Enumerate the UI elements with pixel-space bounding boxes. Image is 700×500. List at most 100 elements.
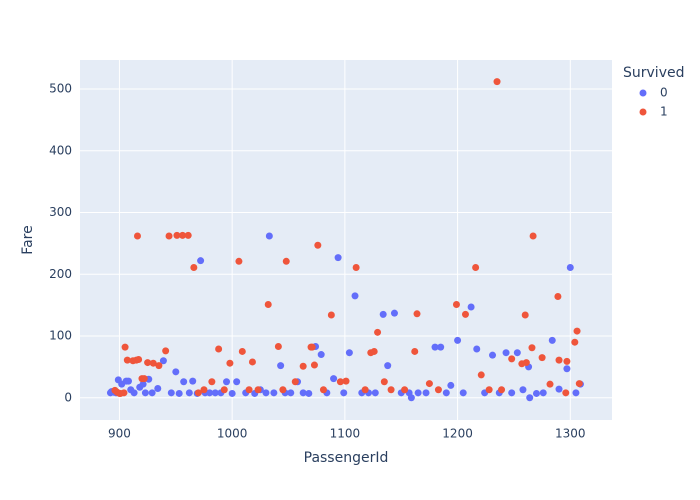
point bbox=[521, 311, 529, 319]
point bbox=[539, 389, 547, 397]
point bbox=[308, 343, 316, 351]
point bbox=[370, 347, 378, 355]
point bbox=[223, 378, 231, 386]
point bbox=[235, 257, 243, 265]
point bbox=[447, 381, 455, 389]
y-tick-label: 300 bbox=[49, 205, 72, 219]
point bbox=[452, 301, 460, 309]
point bbox=[351, 292, 359, 300]
point bbox=[528, 344, 536, 352]
point bbox=[226, 359, 234, 367]
point bbox=[566, 263, 574, 271]
point bbox=[162, 347, 170, 355]
point bbox=[185, 389, 193, 397]
point bbox=[437, 343, 445, 351]
point bbox=[508, 355, 516, 363]
x-tick-label: 1200 bbox=[442, 427, 473, 441]
y-tick-label: 200 bbox=[49, 267, 72, 281]
point bbox=[526, 394, 534, 402]
point bbox=[454, 336, 462, 344]
legend-title: Survived bbox=[623, 65, 684, 81]
point bbox=[189, 377, 197, 385]
point bbox=[238, 347, 246, 355]
point bbox=[270, 389, 278, 397]
grid bbox=[80, 60, 612, 420]
point bbox=[498, 386, 506, 394]
point bbox=[265, 232, 273, 240]
point bbox=[228, 389, 236, 397]
point bbox=[154, 385, 162, 393]
point bbox=[148, 389, 156, 397]
point bbox=[575, 380, 583, 388]
point bbox=[532, 389, 540, 397]
point bbox=[345, 349, 353, 357]
point bbox=[165, 232, 173, 240]
y-tick-label: 100 bbox=[49, 329, 72, 343]
x-tick-label: 900 bbox=[108, 427, 131, 441]
point bbox=[361, 386, 369, 394]
point bbox=[538, 354, 546, 362]
point bbox=[434, 386, 442, 394]
point bbox=[245, 386, 253, 394]
point bbox=[123, 356, 131, 364]
point bbox=[374, 328, 382, 336]
point bbox=[425, 380, 433, 388]
point bbox=[287, 389, 295, 397]
point bbox=[135, 355, 143, 363]
legend-label: 0 bbox=[660, 86, 668, 100]
point bbox=[562, 389, 570, 397]
point bbox=[340, 389, 348, 397]
point bbox=[175, 389, 183, 397]
point bbox=[139, 380, 147, 388]
point bbox=[159, 357, 167, 365]
point bbox=[371, 389, 379, 397]
point bbox=[390, 309, 398, 317]
point bbox=[513, 349, 521, 357]
point bbox=[522, 359, 530, 367]
point bbox=[380, 378, 388, 386]
point bbox=[215, 345, 223, 353]
point bbox=[208, 378, 216, 386]
point bbox=[179, 231, 187, 239]
point bbox=[342, 377, 350, 385]
point bbox=[167, 389, 175, 397]
point bbox=[262, 389, 270, 397]
point bbox=[379, 310, 387, 318]
point bbox=[314, 241, 322, 249]
point bbox=[149, 359, 157, 367]
point bbox=[327, 311, 335, 319]
point bbox=[352, 263, 360, 271]
point bbox=[299, 389, 307, 397]
point bbox=[172, 368, 180, 376]
point bbox=[555, 385, 563, 393]
point bbox=[571, 338, 579, 346]
legend: 01 bbox=[639, 86, 668, 119]
point bbox=[121, 343, 129, 351]
y-tick-label: 0 bbox=[64, 390, 72, 404]
point bbox=[461, 310, 469, 318]
point bbox=[277, 362, 285, 370]
point bbox=[336, 378, 344, 386]
point bbox=[274, 343, 282, 351]
point bbox=[548, 336, 556, 344]
point bbox=[140, 375, 148, 383]
legend-marker bbox=[639, 89, 647, 97]
point bbox=[572, 389, 580, 397]
point bbox=[305, 389, 313, 397]
point bbox=[563, 365, 571, 373]
point bbox=[184, 231, 192, 239]
point bbox=[407, 394, 415, 402]
y-axis-title: Fare bbox=[20, 225, 36, 254]
x-tick-label: 1100 bbox=[330, 427, 361, 441]
point bbox=[291, 378, 299, 386]
point bbox=[194, 389, 202, 397]
point bbox=[310, 361, 318, 369]
point bbox=[220, 386, 228, 394]
point bbox=[573, 327, 581, 335]
point bbox=[384, 362, 392, 370]
point bbox=[233, 378, 241, 386]
point bbox=[173, 231, 181, 239]
point bbox=[467, 303, 475, 311]
y-tick-label: 400 bbox=[49, 143, 72, 157]
